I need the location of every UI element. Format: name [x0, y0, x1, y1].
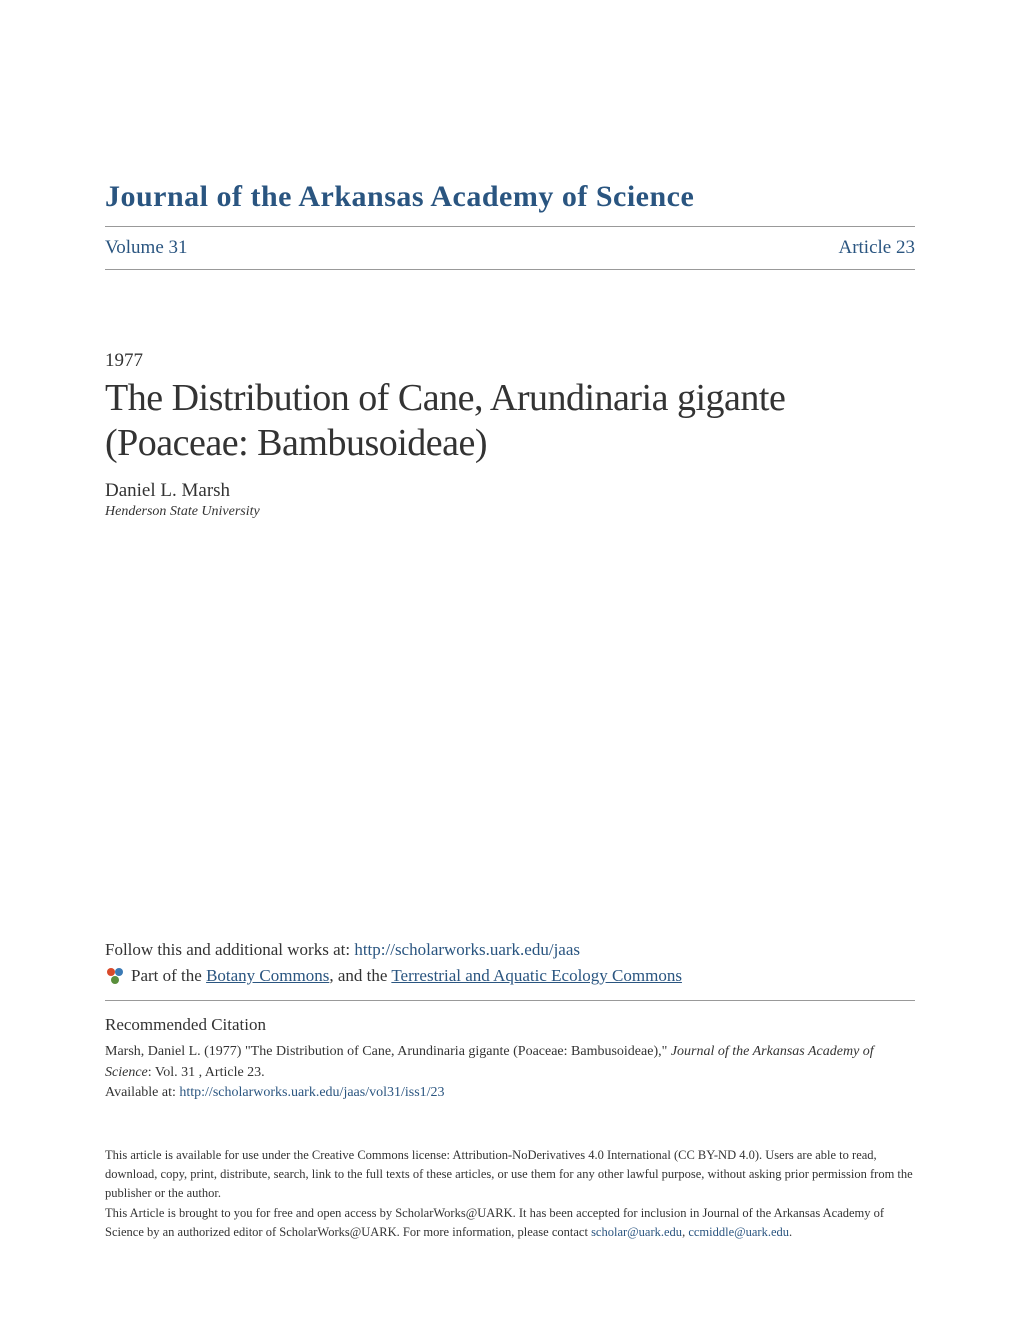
commons-middle: , and the [329, 966, 391, 985]
article-title: The Distribution of Cane, Arundinaria gi… [105, 376, 915, 466]
journal-title[interactable]: Journal of the Arkansas Academy of Scien… [105, 180, 915, 214]
license-line2-suffix: . [789, 1225, 792, 1239]
ecology-commons-link[interactable]: Terrestrial and Aquatic Ecology Commons [391, 966, 682, 985]
divider-citation [105, 1000, 915, 1001]
divider-bottom [105, 269, 915, 270]
volume-article-row: Volume 31 Article 23 [105, 237, 915, 259]
commons-prefix: Part of the [131, 966, 206, 985]
page-container: Journal of the Arkansas Academy of Scien… [0, 0, 1020, 1303]
available-link[interactable]: http://scholarworks.uark.edu/jaas/vol31/… [179, 1085, 444, 1100]
available-prefix: Available at: [105, 1085, 179, 1100]
vertical-spacer [105, 520, 915, 940]
volume-link[interactable]: Volume 31 [105, 237, 188, 259]
citation-part2: : Vol. 31 , Article 23. [148, 1065, 265, 1080]
follow-line: Follow this and additional works at: htt… [105, 940, 915, 960]
contact-email-2[interactable]: ccmiddle@uark.edu [688, 1225, 789, 1239]
article-link[interactable]: Article 23 [838, 237, 915, 259]
author-name: Daniel L. Marsh [105, 480, 915, 502]
commons-text: Part of the Botany Commons, and the Terr… [131, 966, 682, 986]
follow-link[interactable]: http://scholarworks.uark.edu/jaas [354, 940, 580, 959]
publication-year: 1977 [105, 350, 915, 372]
available-at: Available at: http://scholarworks.uark.e… [105, 1085, 915, 1101]
botany-commons-link[interactable]: Botany Commons [206, 966, 329, 985]
citation-heading: Recommended Citation [105, 1015, 915, 1035]
license-line1: This article is available for use under … [105, 1146, 915, 1204]
author-affiliation: Henderson State University [105, 504, 915, 520]
citation-text: Marsh, Daniel L. (1977) "The Distributio… [105, 1041, 915, 1083]
divider-top [105, 226, 915, 227]
contact-email-1[interactable]: scholar@uark.edu [591, 1225, 682, 1239]
citation-part1: Marsh, Daniel L. (1977) "The Distributio… [105, 1044, 671, 1059]
license-line2: This Article is brought to you for free … [105, 1204, 915, 1243]
license-text: This article is available for use under … [105, 1146, 915, 1243]
follow-prefix: Follow this and additional works at: [105, 940, 354, 959]
commons-row: Part of the Botany Commons, and the Terr… [105, 966, 915, 986]
network-icon [105, 966, 125, 986]
